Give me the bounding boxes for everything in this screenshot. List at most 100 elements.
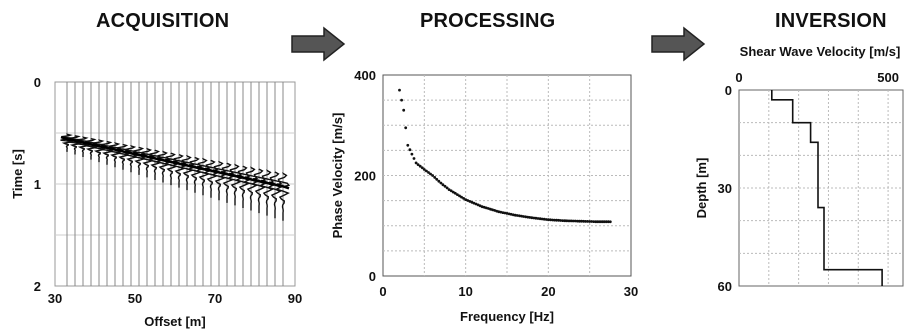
y-tick-label-2: 60 bbox=[718, 279, 732, 294]
data-point-33 bbox=[466, 199, 470, 202]
data-point-91 bbox=[586, 220, 589, 223]
y-axis-label: Phase Velocity [m/s] bbox=[330, 113, 345, 239]
data-point-100 bbox=[604, 220, 608, 224]
data-point-82 bbox=[567, 219, 571, 223]
data-point-55 bbox=[511, 213, 515, 217]
wiggle-15 bbox=[177, 154, 195, 191]
data-point-54 bbox=[509, 212, 513, 216]
wiggle-24 bbox=[250, 168, 267, 214]
wiggle-26 bbox=[266, 171, 283, 219]
data-point-0 bbox=[398, 88, 401, 92]
data-point-1 bbox=[400, 98, 403, 102]
wiggle-16 bbox=[185, 156, 203, 193]
velocity-profile-line bbox=[770, 90, 883, 286]
data-point-34 bbox=[468, 200, 472, 203]
y-tick-label-2: 400 bbox=[354, 68, 376, 83]
data-point-30 bbox=[460, 195, 463, 199]
x-tick-label-3: 30 bbox=[624, 284, 638, 299]
data-point-10 bbox=[418, 164, 422, 168]
wiggle-10 bbox=[140, 147, 155, 178]
x-tick-label-1: 10 bbox=[458, 284, 472, 299]
data-point-87 bbox=[577, 219, 581, 223]
velocity-profile-chart: Shear Wave Velocity [m/s] 0 500 0 30 60 Depth … bbox=[694, 44, 904, 294]
data-point-93 bbox=[590, 220, 594, 223]
y-tick-label-0: 0 bbox=[369, 269, 376, 284]
wiggle-11 bbox=[148, 149, 163, 180]
y-tick-label-1: 200 bbox=[354, 169, 376, 184]
data-point-74 bbox=[551, 218, 554, 222]
wiggle-21 bbox=[226, 163, 243, 206]
wiggle-19 bbox=[210, 160, 227, 201]
data-point-20 bbox=[439, 181, 443, 185]
data-point-90 bbox=[584, 220, 587, 223]
stage-title-acquisition: ACQUISITION bbox=[96, 10, 230, 32]
data-point-5 bbox=[408, 148, 412, 152]
wiggle-22 bbox=[234, 165, 251, 208]
y-tick-label-2: 2 bbox=[34, 279, 41, 294]
wiggle-13 bbox=[161, 152, 179, 186]
data-point-76 bbox=[555, 218, 558, 222]
arrival-mark-27 bbox=[276, 183, 290, 190]
data-point-40 bbox=[480, 205, 484, 209]
wiggle-8 bbox=[124, 144, 139, 173]
flow-arrow-2 bbox=[651, 26, 706, 62]
acquisition-seismogram: 30 50 70 90 0 1 2 Offset [m] Time [s] bbox=[10, 75, 302, 329]
data-point-49 bbox=[499, 210, 503, 214]
data-point-19 bbox=[437, 179, 441, 183]
data-point-28 bbox=[456, 193, 459, 197]
wiggle-6 bbox=[108, 142, 123, 168]
wiggle-2 bbox=[76, 136, 92, 157]
data-point-8 bbox=[414, 161, 418, 165]
y-axis-label: Depth [m] bbox=[694, 158, 709, 219]
wiggle-3 bbox=[84, 138, 100, 160]
data-point-57 bbox=[515, 214, 519, 217]
data-point-3 bbox=[404, 126, 408, 130]
y-axis-label: Time [s] bbox=[10, 149, 25, 199]
data-point-27 bbox=[453, 191, 457, 195]
x-tick-label-0: 0 bbox=[379, 284, 386, 299]
data-point-45 bbox=[491, 208, 494, 212]
y-tick-label-1: 30 bbox=[718, 181, 732, 196]
data-point-58 bbox=[518, 214, 521, 218]
y-tick-label-0: 0 bbox=[725, 83, 732, 98]
stage-title-processing: PROCESSING bbox=[420, 10, 556, 32]
data-point-12 bbox=[422, 168, 426, 171]
wiggle-4 bbox=[92, 139, 108, 163]
data-point-78 bbox=[559, 219, 563, 222]
data-point-73 bbox=[549, 218, 552, 222]
data-point-21 bbox=[441, 183, 445, 187]
x-axis-label: Offset [m] bbox=[144, 314, 205, 329]
wiggle-27 bbox=[274, 172, 291, 221]
dispersion-curve-chart: 0 10 20 30 0 200 400 Frequency [Hz] Phase Veloci… bbox=[330, 68, 638, 324]
data-point-51 bbox=[503, 211, 507, 215]
data-point-11 bbox=[420, 166, 424, 170]
data-point-37 bbox=[474, 202, 478, 206]
data-point-13 bbox=[425, 169, 428, 173]
data-point-16 bbox=[431, 174, 434, 177]
data-point-81 bbox=[565, 219, 569, 223]
wiggle-17 bbox=[194, 157, 211, 196]
data-point-31 bbox=[462, 197, 465, 200]
data-point-85 bbox=[573, 219, 577, 223]
wiggle-5 bbox=[100, 140, 116, 165]
data-point-46 bbox=[493, 209, 496, 212]
data-point-17 bbox=[433, 176, 437, 179]
data-point-23 bbox=[445, 186, 449, 190]
data-point-83 bbox=[569, 219, 573, 223]
y-tick-label-1: 1 bbox=[34, 177, 41, 192]
data-point-97 bbox=[598, 220, 602, 224]
data-point-43 bbox=[487, 207, 490, 210]
wiggle-9 bbox=[132, 146, 147, 175]
data-point-25 bbox=[449, 189, 453, 193]
data-point-61 bbox=[524, 215, 527, 219]
data-point-75 bbox=[553, 218, 556, 222]
data-point-18 bbox=[435, 177, 439, 181]
data-point-102 bbox=[608, 220, 612, 224]
data-point-9 bbox=[416, 163, 420, 167]
wiggle-14 bbox=[169, 153, 187, 188]
data-point-60 bbox=[522, 215, 525, 218]
stage-title-inversion: INVERSION bbox=[775, 10, 887, 32]
data-point-7 bbox=[412, 157, 416, 160]
data-point-84 bbox=[571, 219, 575, 223]
data-point-42 bbox=[484, 206, 488, 210]
